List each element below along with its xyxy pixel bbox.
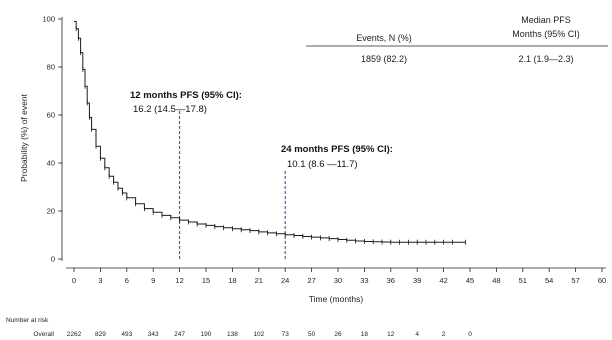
risk-count: 73 xyxy=(282,331,290,338)
risk-count: 190 xyxy=(201,331,212,338)
risk-count: 4 xyxy=(415,331,419,338)
x-tick-label: 39 xyxy=(413,276,421,285)
annotation-12-title: 12 months PFS (95% CI): xyxy=(130,90,242,101)
x-axis-label: Time (months) xyxy=(309,294,364,304)
risk-count: 343 xyxy=(148,331,159,338)
risk-row-label: Overall xyxy=(33,331,54,338)
x-tick-label: 57 xyxy=(571,276,579,285)
x-tick-label: 9 xyxy=(151,276,155,285)
x-tick-label: 15 xyxy=(202,276,210,285)
risk-count: 18 xyxy=(361,331,369,338)
x-tick-label: 54 xyxy=(545,276,553,285)
summary-col2-value: 2.1 (1.9—2.3) xyxy=(518,54,573,64)
risk-count: 102 xyxy=(253,331,264,338)
risk-count: 829 xyxy=(95,331,106,338)
y-tick-label: 40 xyxy=(47,159,55,168)
x-tick-label: 27 xyxy=(307,276,315,285)
risk-count: 2262 xyxy=(67,331,82,338)
summary-col2-header-line1: Median PFS xyxy=(521,15,571,25)
x-tick-label: 6 xyxy=(125,276,129,285)
y-tick-label: 0 xyxy=(51,255,55,264)
x-axis: 0 3 6 9 12 15 18 21 24 27 30 33 36 39 42 45 48 51 54 57 60 xyxy=(66,267,606,285)
x-tick-label: 30 xyxy=(334,276,342,285)
risk-count: 12 xyxy=(387,331,395,338)
reference-lines xyxy=(179,111,286,259)
y-tick-label: 20 xyxy=(47,207,55,216)
x-tick-label: 12 xyxy=(175,276,183,285)
x-tick-label: 33 xyxy=(360,276,368,285)
y-axis-label: Probability (%) of event xyxy=(19,93,29,182)
risk-table-title: Number at risk xyxy=(6,317,49,324)
x-tick-label: 60 xyxy=(598,276,606,285)
x-tick-label: 42 xyxy=(439,276,447,285)
risk-count: 247 xyxy=(174,331,185,338)
x-tick-label: 45 xyxy=(466,276,474,285)
annotation-12-months: 12 months PFS (95% CI): 16.2 (14.5—17.8) xyxy=(130,90,242,115)
x-tick-label: 3 xyxy=(98,276,102,285)
risk-count: 26 xyxy=(334,331,342,338)
annotation-24-months: 24 months PFS (95% CI): 10.1 (8.6 —11.7) xyxy=(281,144,393,170)
censor-marks xyxy=(75,26,467,245)
x-tick-label: 36 xyxy=(387,276,395,285)
risk-count: 2 xyxy=(442,331,446,338)
x-tick-label: 51 xyxy=(519,276,527,285)
y-tick-label: 60 xyxy=(47,111,55,120)
x-tick-label: 18 xyxy=(228,276,236,285)
summary-table: Events, N (%) Median PFS Months (95% CI)… xyxy=(306,15,608,64)
y-tick-label: 80 xyxy=(47,63,55,72)
risk-count: 0 xyxy=(468,331,472,338)
annotation-24-title: 24 months PFS (95% CI): xyxy=(281,144,393,155)
number-at-risk-table: Number at risk Overall 2262 829 493 343 247 1… xyxy=(6,317,472,338)
summary-col2-header-line2: Months (95% CI) xyxy=(512,29,580,39)
risk-count: 493 xyxy=(121,331,132,338)
x-tick-label: 24 xyxy=(281,276,289,285)
summary-col1-value: 1859 (82.2) xyxy=(361,54,407,64)
risk-count: 50 xyxy=(308,331,316,338)
x-tick-label: 0 xyxy=(72,276,76,285)
y-axis: 0 20 40 60 80 100 xyxy=(42,15,63,264)
annotation-12-value: 16.2 (14.5—17.8) xyxy=(133,104,207,115)
summary-col1-header: Events, N (%) xyxy=(356,33,412,43)
risk-count: 138 xyxy=(227,331,238,338)
x-tick-label: 48 xyxy=(492,276,500,285)
x-tick-label: 21 xyxy=(255,276,263,285)
y-tick-label: 100 xyxy=(42,15,55,24)
annotation-24-value: 10.1 (8.6 —11.7) xyxy=(287,159,358,170)
